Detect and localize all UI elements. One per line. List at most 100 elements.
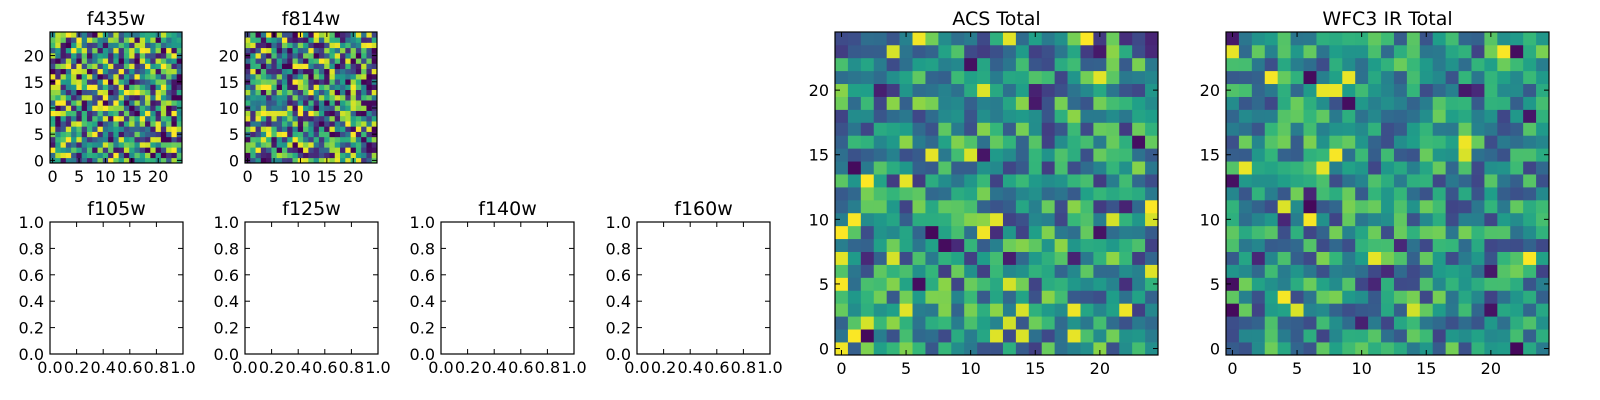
heatmap-cell [964, 83, 978, 97]
heatmap-cell [912, 225, 926, 240]
heatmap-cell [1355, 70, 1369, 85]
heatmap-cell [1119, 212, 1133, 227]
x-tick-label: 20 [343, 167, 363, 186]
heatmap-cell [324, 126, 330, 132]
heatmap-cell [86, 52, 93, 59]
heatmap-cell [113, 89, 119, 96]
heatmap-cell [292, 131, 299, 138]
heatmap-cell [1132, 303, 1146, 317]
heatmap-cell [350, 47, 357, 54]
heatmap-cell [1342, 329, 1356, 343]
heatmap-cell [1432, 187, 1446, 201]
heatmap-cell [912, 251, 926, 265]
heatmap-cell [964, 96, 978, 110]
heatmap-cell [1381, 316, 1395, 330]
heatmap-cell [308, 110, 314, 117]
heatmap-cell [97, 94, 104, 101]
heatmap-cell [1432, 109, 1446, 123]
heatmap-cell [345, 37, 351, 43]
heatmap-cell [97, 68, 104, 75]
heatmap-cell [345, 52, 351, 59]
heatmap-cell [260, 105, 267, 111]
heatmap-cell [1028, 161, 1043, 175]
heatmap-cell [1145, 83, 1159, 97]
heatmap-cell [1277, 109, 1291, 123]
heatmap-cell [1419, 32, 1434, 46]
heatmap-cell [287, 52, 293, 59]
heatmap-cell [1497, 96, 1511, 110]
heatmap-cell [276, 32, 283, 38]
heatmap-cell [171, 142, 178, 148]
heatmap-cell [1342, 212, 1356, 227]
heatmap-cell [1355, 251, 1369, 265]
heatmap-cell [1002, 238, 1017, 252]
heatmap-cell [1355, 212, 1369, 227]
heatmap-cell [990, 135, 1004, 149]
heatmap-cell [281, 152, 288, 159]
heatmap-cell [281, 147, 288, 153]
y-tick-label: 0.4 [410, 292, 435, 311]
axes-title-f435w: f435w [87, 8, 146, 30]
heatmap-cell [260, 126, 267, 132]
heatmap-cell [371, 142, 378, 148]
heatmap-cell [873, 264, 888, 278]
heatmap-cell [350, 63, 357, 70]
heatmap-cell [1080, 264, 1094, 278]
heatmap-cell [245, 68, 251, 75]
heatmap-cell [155, 37, 162, 43]
heatmap-cell [1368, 44, 1382, 59]
heatmap-cell [276, 136, 283, 143]
heatmap-cell [1106, 96, 1120, 110]
heatmap-cell [1238, 32, 1253, 46]
heatmap-cell [1093, 161, 1107, 175]
heatmap-cell [1368, 251, 1382, 265]
heatmap-cell [1368, 303, 1382, 317]
heatmap-cell [250, 73, 256, 80]
heatmap-cell [92, 136, 98, 143]
heatmap-cell [245, 63, 251, 70]
heatmap-cells-wfc3_ir_total [1226, 32, 1550, 356]
heatmap-cell [60, 32, 67, 38]
heatmap-cell [355, 131, 362, 138]
heatmap-cell [71, 121, 77, 127]
heatmap-cell [108, 84, 114, 90]
heatmap-cell [76, 89, 83, 96]
heatmap-cell [297, 89, 304, 96]
heatmap-cell [166, 147, 172, 153]
heatmap-cell [1510, 44, 1524, 59]
heatmap-cell [1510, 329, 1524, 343]
heatmap-cell [1484, 161, 1498, 175]
heatmap-cell [1303, 70, 1317, 85]
heatmap-cell [139, 58, 146, 64]
heatmap-cell [1277, 135, 1291, 149]
heatmap-cell [266, 100, 272, 106]
heatmap-cell [134, 100, 141, 106]
heatmap-cell [1080, 199, 1094, 214]
heatmap-cell [1106, 251, 1120, 265]
heatmap-cell [350, 142, 357, 148]
heatmap-cell [835, 238, 849, 252]
heatmap-cell [292, 110, 299, 117]
heatmap-cell [1264, 96, 1279, 110]
heatmap-cell [324, 121, 330, 127]
heatmap-cell [171, 126, 178, 132]
heatmap-cell [899, 96, 913, 110]
heatmap-cell [1015, 83, 1030, 97]
heatmap-cell [1093, 316, 1107, 330]
heatmap-cell [860, 187, 875, 201]
heatmap-cell [350, 136, 357, 143]
heatmap-cell [171, 100, 178, 106]
heatmap-cell [1355, 44, 1369, 59]
heatmap-cell [860, 212, 875, 227]
heatmap-cell [371, 68, 378, 75]
heatmap-cell [65, 37, 72, 43]
heatmap-cell [1432, 32, 1446, 46]
heatmap-cell [990, 148, 1004, 162]
heatmap-cell [81, 42, 88, 49]
heatmap-cell [371, 110, 378, 117]
heatmap-cell [860, 44, 875, 59]
heatmap-cell [990, 238, 1004, 252]
heatmap-cell [1329, 174, 1343, 188]
heatmap-cell [1132, 122, 1146, 136]
heatmap-cell [324, 84, 330, 90]
